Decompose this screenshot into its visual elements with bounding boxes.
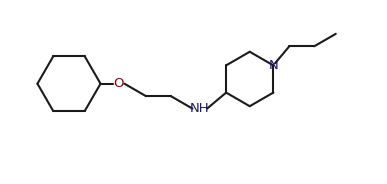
Text: N: N — [269, 59, 278, 72]
Text: NH: NH — [190, 102, 210, 115]
Text: O: O — [113, 77, 124, 90]
